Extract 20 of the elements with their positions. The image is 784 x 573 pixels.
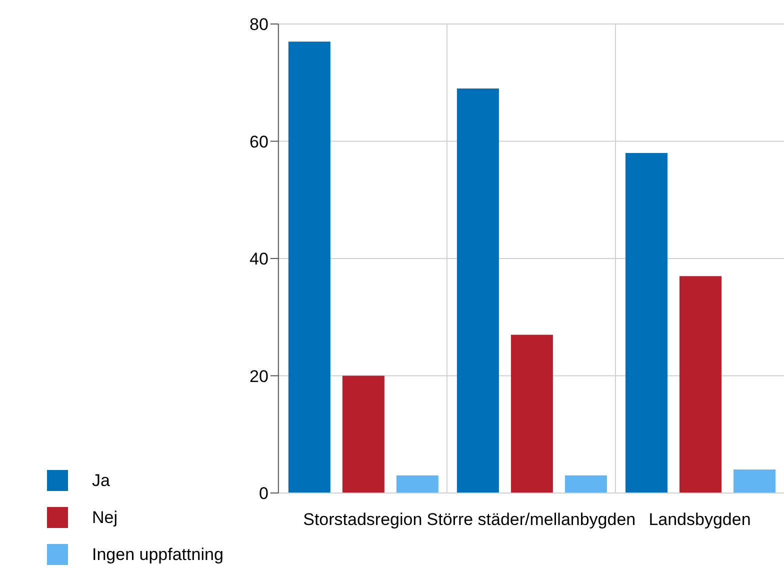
bar bbox=[396, 475, 438, 493]
bar bbox=[342, 376, 384, 493]
y-tick-label: 80 bbox=[249, 15, 268, 34]
bar bbox=[625, 152, 668, 493]
y-tick-label: 0 bbox=[258, 484, 268, 504]
bar bbox=[733, 470, 776, 493]
bar bbox=[456, 88, 499, 493]
bar bbox=[288, 42, 330, 493]
y-tick-label: 40 bbox=[249, 250, 268, 269]
bar bbox=[679, 276, 722, 493]
legend-label: Ja bbox=[92, 470, 110, 490]
bar bbox=[510, 334, 553, 493]
x-tick-label: Större städer/mellanbygden bbox=[426, 510, 636, 530]
y-tick-label: 60 bbox=[249, 132, 268, 152]
legend-label: Nej bbox=[92, 508, 118, 528]
x-tick-label: Landsbygden bbox=[648, 510, 751, 530]
bar bbox=[564, 475, 607, 493]
y-tick-label: 20 bbox=[249, 366, 268, 386]
x-tick-label: Storstadsregion bbox=[303, 510, 422, 530]
legend-label: Ingen uppfattning bbox=[92, 544, 224, 564]
